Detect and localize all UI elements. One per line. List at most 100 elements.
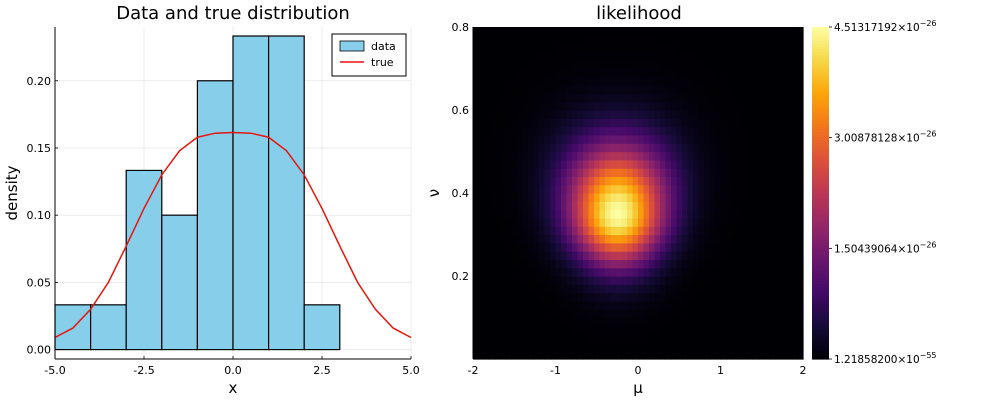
heatmap-cell [632,126,639,136]
heatmap-cell [786,342,793,352]
heatmap-cell [533,267,540,277]
heatmap-cell [764,350,771,360]
heatmap-cell [797,184,804,194]
heatmap-cell [654,60,661,70]
colorbar-strip [812,170,829,175]
heatmap-cell [709,284,716,294]
heatmap-cell [489,159,496,169]
heatmap-cell [561,27,568,36]
heatmap-cell [621,35,628,45]
heatmap-cell [759,101,766,111]
heatmap-cell [709,43,716,53]
heatmap-cell [478,267,485,277]
heatmap-cell [715,184,722,194]
heatmap-cell [555,143,562,153]
heatmap-cell [797,300,804,310]
heatmap-cell [506,193,513,202]
heatmap-cell [753,276,760,285]
heatmap-cell [473,242,480,252]
heatmap-cell [682,350,689,360]
heatmap-cell [577,209,584,219]
heatmap-cell [506,43,513,53]
heatmap-cell [594,35,601,45]
heatmap-cell [720,242,727,252]
colorbar-strip [812,165,829,169]
hist-y-tick-label: 0.10 [27,209,52,222]
heatmap-cell [511,68,518,78]
heatmap-cell [533,242,540,252]
heatmap-cell [621,101,628,111]
heatmap-cell [577,276,584,285]
heatmap-cell [572,242,579,252]
colorbar-strip [812,40,829,45]
heatmap-cell [649,159,656,169]
heatmap-cell [544,60,551,70]
heatmap-cell [561,176,568,186]
colorbar-strip [812,198,829,202]
heatmap-cell [506,184,513,194]
heatmap-cell [528,242,535,252]
heatmap-cell [588,234,595,244]
colorbar-strip [812,129,829,133]
heatmap-cell [649,151,656,161]
heatmap-cell [517,342,524,352]
heatmap-cell [775,342,782,352]
heatmap-cell [588,284,595,294]
heatmap-cell [506,251,513,260]
heatmap-cell [781,184,788,194]
heatmap-cell [797,242,804,252]
heatmap-cell [715,35,722,45]
heatmap-cell [588,350,595,360]
heatmap-cell [484,118,491,128]
heatmap-cell [781,27,788,36]
heatmap-cell [792,143,799,153]
heatmap-cell [577,292,584,302]
heatmap-cell [759,68,766,78]
heatmap-cell [682,27,689,36]
heatmap-cell [720,143,727,153]
heatmap-cell [621,309,628,319]
heatmap-cell [676,101,683,111]
heatmap-cell [500,68,507,78]
heatmap-cell [638,209,645,219]
heatmap-cell [632,159,639,169]
heatmap-cell [792,85,799,94]
heatmap-cell [649,201,656,211]
heatmap-cell [660,159,667,169]
heatmap-cell [709,184,716,194]
heatmap-cell [770,300,777,310]
heatmap-cell [522,27,529,36]
heatmap-cell [577,193,584,202]
heatmap-cell [742,325,749,335]
heatmap-cell [484,217,491,227]
heatmap-cell [775,168,782,177]
heatmap-cell [517,76,524,86]
heatmap-cell [715,134,722,144]
heatmap-cell [737,101,744,111]
heatmap-cell [693,159,700,169]
heatmap-cell [544,43,551,53]
heatmap-cell [484,168,491,177]
heatmap-cell [643,234,650,244]
heatmap-cell [660,267,667,277]
heatmap-cell [781,217,788,227]
heatmap-cell [566,118,573,128]
heatmap-cell [770,43,777,53]
heatmap-cell [786,234,793,244]
heatmap-cell [566,60,573,70]
heatmap-cell [561,209,568,219]
heatmap-cell [715,342,722,352]
heatmap-cell [522,159,529,169]
heatmap-cell [638,309,645,319]
heatmap-cell [797,267,804,277]
colorbar-strip [812,96,829,100]
heatmap-cell [473,134,480,144]
heatmap-cell [511,126,518,136]
heatmap-cell [698,209,705,219]
heatmap-cell [665,184,672,194]
heatmap-cell [594,27,601,36]
heatmap-cell [632,317,639,327]
heatmap-cell [748,209,755,219]
heatmap-cell [687,317,694,327]
heatmap-cell [583,317,590,327]
